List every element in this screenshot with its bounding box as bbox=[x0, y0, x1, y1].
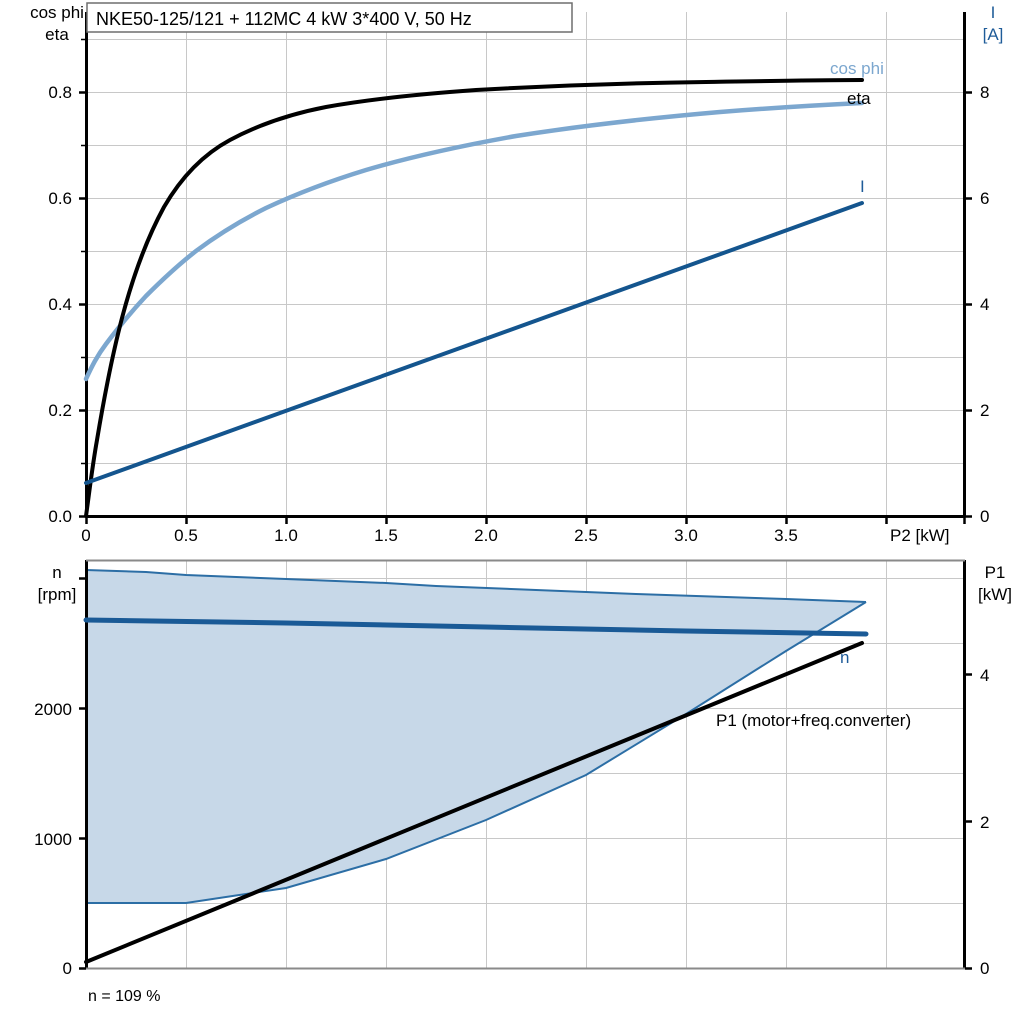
chart-title-box: NKE50-125/121 + 112MC 4 kW 3*400 V, 50 H… bbox=[86, 2, 573, 33]
band-upper-edge bbox=[85, 569, 867, 603]
series-cos-phi bbox=[83, 100, 865, 382]
bottom-left-tick-0: 0 bbox=[63, 959, 72, 978]
top-chart-left-ticks bbox=[79, 91, 86, 518]
top-chart-left-minor-ticks bbox=[81, 38, 86, 465]
series-p1 bbox=[84, 641, 864, 964]
top-left-axis-title-line1: cos phi bbox=[30, 3, 84, 22]
bottom-chart: n [rpm] P1 [kW] 0 1000 2000 0 2 4 n P1 (… bbox=[34, 559, 1012, 1005]
series-current bbox=[84, 201, 864, 485]
top-left-tick-0: 0.0 bbox=[48, 507, 72, 526]
top-x-tick-2: 1.0 bbox=[274, 526, 298, 545]
top-x-tick-1: 0.5 bbox=[174, 526, 198, 545]
top-right-axis-title-line2: [A] bbox=[983, 25, 1004, 44]
top-x-tick-5: 2.5 bbox=[574, 526, 598, 545]
label-speed: n bbox=[840, 648, 849, 667]
top-right-tick-4: 8 bbox=[980, 83, 989, 102]
top-x-tick-3: 1.5 bbox=[374, 526, 398, 545]
top-x-tick-0: 0 bbox=[81, 526, 90, 545]
bottom-right-tick-0: 0 bbox=[980, 959, 989, 978]
speed-range-band bbox=[86, 570, 866, 903]
top-right-tick-3: 6 bbox=[980, 189, 989, 208]
top-x-tick-6: 3.0 bbox=[674, 526, 698, 545]
top-chart: cos phi eta I [A] 0.0 0.2 0.4 0.6 0.8 0 … bbox=[30, 2, 1004, 545]
top-chart-right-ticks bbox=[965, 91, 972, 518]
bottom-left-tick-1: 1000 bbox=[34, 830, 72, 849]
top-right-axis-title-line1: I bbox=[991, 3, 996, 22]
top-right-tick-2: 4 bbox=[980, 295, 989, 314]
bottom-right-tick-1: 2 bbox=[980, 813, 989, 832]
bottom-right-tick-2: 4 bbox=[980, 666, 989, 685]
top-chart-axes bbox=[85, 12, 966, 518]
top-right-tick-1: 2 bbox=[980, 401, 989, 420]
top-chart-bottom-ticks bbox=[85, 516, 966, 524]
chart-title: NKE50-125/121 + 112MC 4 kW 3*400 V, 50 H… bbox=[96, 9, 472, 29]
series-eta bbox=[84, 78, 864, 518]
bottom-chart-right-ticks bbox=[965, 673, 972, 970]
top-left-tick-1: 0.2 bbox=[48, 401, 72, 420]
top-left-tick-4: 0.8 bbox=[48, 83, 72, 102]
bottom-chart-left-ticks bbox=[79, 577, 86, 970]
label-p1: P1 (motor+freq.converter) bbox=[716, 711, 911, 730]
band-lower-edge bbox=[86, 601, 867, 904]
speed-percentage-note: n = 109 % bbox=[88, 988, 161, 1005]
bottom-left-tick-2: 2000 bbox=[34, 700, 72, 719]
top-chart-gridlines bbox=[86, 12, 965, 516]
bottom-right-axis-title-line2: [kW] bbox=[978, 585, 1012, 604]
top-left-tick-3: 0.6 bbox=[48, 189, 72, 208]
bottom-right-axis-title-line1: P1 bbox=[985, 563, 1006, 582]
top-left-axis-title-line2: eta bbox=[45, 25, 69, 44]
label-eta: eta bbox=[847, 89, 871, 108]
bottom-left-axis-title-line1: n bbox=[52, 563, 61, 582]
top-right-tick-0: 0 bbox=[980, 507, 989, 526]
top-chart-series bbox=[83, 78, 865, 518]
bottom-chart-axes bbox=[85, 559, 966, 970]
top-x-tick-7: 3.5 bbox=[774, 526, 798, 545]
label-current: I bbox=[860, 177, 865, 196]
series-speed bbox=[83, 617, 869, 637]
top-left-tick-2: 0.4 bbox=[48, 295, 72, 314]
top-x-axis-title: P2 [kW] bbox=[890, 526, 950, 545]
label-cos-phi: cos phi bbox=[830, 59, 884, 78]
top-x-tick-4: 2.0 bbox=[474, 526, 498, 545]
speed-range-band-edges bbox=[85, 569, 867, 904]
bottom-left-axis-title-line2: [rpm] bbox=[38, 585, 77, 604]
